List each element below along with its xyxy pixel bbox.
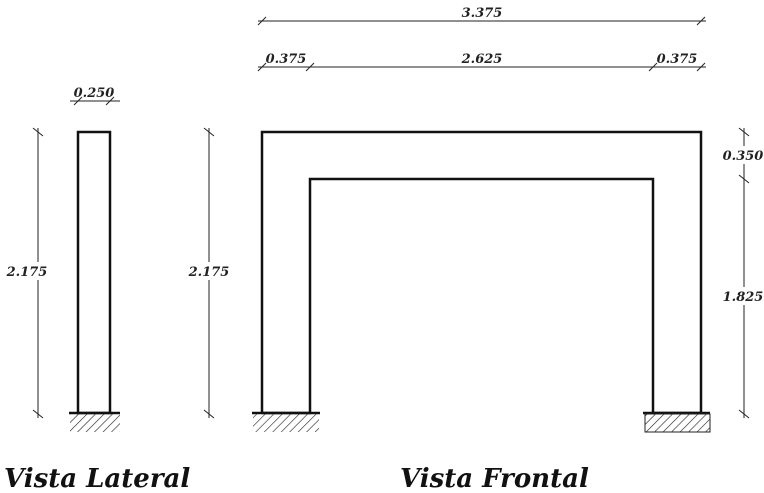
- frontal-partial-width-dimension: [257, 62, 706, 72]
- beam-depth-label: 0.350: [723, 149, 764, 164]
- lateral-width-label: 0.250: [74, 86, 115, 101]
- frontal-right-column-width-label: 0.375: [657, 52, 698, 67]
- lateral-height-label: 2.175: [6, 265, 48, 280]
- frontal-portal-frame: [260, 130, 703, 415]
- frontal-total-width-label: 3.375: [462, 6, 503, 21]
- frontal-height-label: 2.175: [188, 265, 230, 280]
- lateral-width-dimension: [70, 96, 120, 106]
- frontal-view: 3.375 0.375 2.625 0.375 2.175 0.350: [187, 6, 764, 433]
- frontal-right-fixed-support: [644, 413, 711, 433]
- frontal-right-height-dimension: [738, 127, 750, 419]
- clear-height-label: 1.825: [723, 290, 764, 305]
- frontal-view-title: Vista Frontal: [400, 464, 589, 493]
- frontal-total-width-dimension: [257, 16, 706, 26]
- frontal-left-ground-hatch: [253, 414, 319, 432]
- lateral-ground-hatch: [70, 414, 120, 432]
- lateral-view-title: Vista Lateral: [4, 464, 190, 493]
- frontal-clear-span-label: 2.625: [461, 52, 503, 67]
- lateral-column: [76, 130, 112, 415]
- frontal-left-column-width-label: 0.375: [266, 52, 307, 67]
- lateral-view: 0.250 2.175: [6, 86, 120, 432]
